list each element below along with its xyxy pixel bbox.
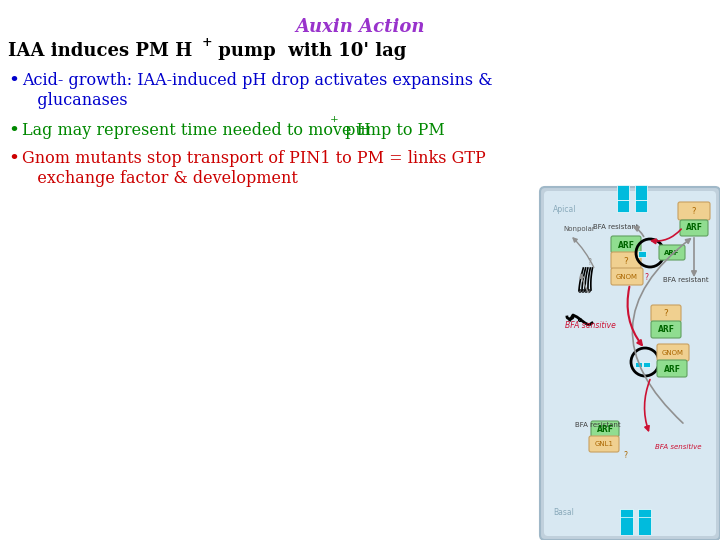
Text: •: • <box>8 72 19 90</box>
FancyBboxPatch shape <box>678 202 710 220</box>
FancyBboxPatch shape <box>680 220 708 236</box>
Text: ARF: ARF <box>665 250 680 256</box>
Text: Acid- growth: IAA-induced pH drop activates expansins &: Acid- growth: IAA-induced pH drop activa… <box>22 72 492 89</box>
Text: ?: ? <box>587 258 591 267</box>
Text: ARF: ARF <box>685 224 703 233</box>
Bar <box>643 362 650 367</box>
FancyBboxPatch shape <box>657 344 689 361</box>
Text: ARF: ARF <box>618 240 634 249</box>
Text: BFA resistant: BFA resistant <box>663 277 708 283</box>
Bar <box>620 515 633 535</box>
FancyBboxPatch shape <box>651 321 681 338</box>
FancyBboxPatch shape <box>544 191 716 536</box>
Bar <box>635 200 647 212</box>
FancyBboxPatch shape <box>611 236 641 253</box>
FancyBboxPatch shape <box>657 360 687 377</box>
Text: ?: ? <box>623 450 627 460</box>
Text: GNL1: GNL1 <box>595 441 613 447</box>
Bar <box>638 509 651 517</box>
Text: BFA resistant: BFA resistant <box>575 422 621 428</box>
Bar <box>638 515 651 535</box>
Text: IAA induces PM H: IAA induces PM H <box>8 42 192 60</box>
Text: Basal: Basal <box>553 508 574 517</box>
FancyBboxPatch shape <box>591 421 619 437</box>
Text: GNOM: GNOM <box>616 274 638 280</box>
Text: ?: ? <box>664 309 668 319</box>
Text: •: • <box>8 150 19 168</box>
Text: Gnom mutants stop transport of PIN1 to PM = links GTP: Gnom mutants stop transport of PIN1 to P… <box>22 150 486 167</box>
Text: GNOM: GNOM <box>662 350 684 356</box>
Text: ARF: ARF <box>596 424 613 434</box>
Bar <box>635 362 642 367</box>
Text: +: + <box>330 115 338 124</box>
Text: ARF: ARF <box>657 326 675 334</box>
Bar <box>635 185 647 200</box>
Bar <box>617 185 629 200</box>
Text: Nonpolar: Nonpolar <box>563 226 595 232</box>
FancyBboxPatch shape <box>651 305 681 322</box>
Bar <box>620 509 633 517</box>
Bar <box>617 200 629 212</box>
Text: Auxin Action: Auxin Action <box>295 18 425 36</box>
Text: ?: ? <box>624 256 629 266</box>
Text: glucanases: glucanases <box>22 92 127 109</box>
Text: ?: ? <box>644 273 648 282</box>
Text: •: • <box>8 122 19 140</box>
FancyBboxPatch shape <box>611 252 641 269</box>
Text: BFA sensitive: BFA sensitive <box>655 444 701 450</box>
Bar <box>638 251 646 257</box>
Text: pump  with 10' lag: pump with 10' lag <box>212 42 406 60</box>
Text: Apical: Apical <box>553 205 577 214</box>
Text: ARF: ARF <box>664 364 680 374</box>
Text: pump to PM: pump to PM <box>340 122 445 139</box>
Text: Lag may represent time needed to move H: Lag may represent time needed to move H <box>22 122 371 139</box>
Text: exchange factor & development: exchange factor & development <box>22 170 298 187</box>
Text: ?: ? <box>692 206 696 215</box>
Text: BFA sensitive: BFA sensitive <box>565 321 616 329</box>
FancyBboxPatch shape <box>540 187 720 540</box>
Text: +: + <box>202 36 212 49</box>
FancyBboxPatch shape <box>589 436 619 452</box>
Text: BFA resistant: BFA resistant <box>593 224 639 230</box>
FancyBboxPatch shape <box>611 268 643 285</box>
FancyBboxPatch shape <box>659 245 685 260</box>
